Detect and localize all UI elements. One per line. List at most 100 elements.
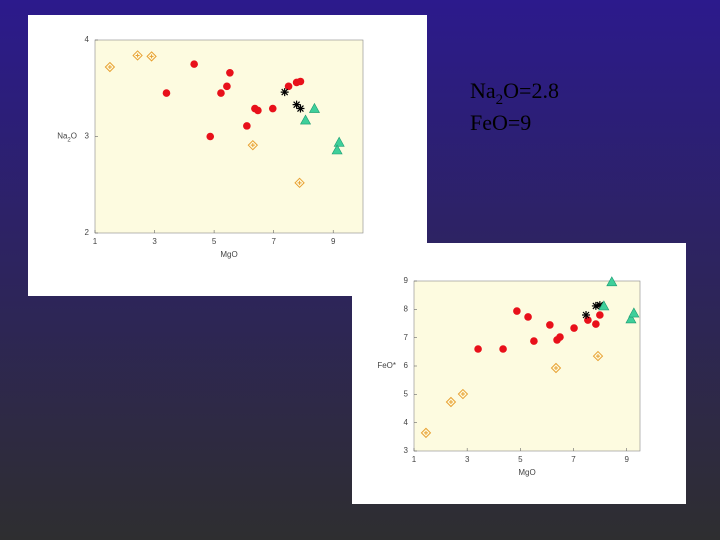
data-point [190, 60, 198, 68]
data-point [524, 313, 532, 321]
data-point [284, 82, 293, 91]
data-point [625, 313, 637, 324]
annotation-part: Na [470, 78, 496, 103]
triangle [625, 313, 637, 324]
data-point [206, 132, 215, 141]
star [591, 301, 600, 310]
plot-area [94, 39, 364, 234]
diamond [550, 362, 562, 374]
diamond [247, 139, 259, 151]
data-point [280, 88, 289, 97]
data-point [333, 136, 345, 147]
x-tick-label: 5 [212, 237, 217, 246]
data-point [420, 427, 432, 439]
y-axis-label: Na2O [57, 132, 77, 143]
data-point [226, 69, 234, 77]
dot [223, 82, 231, 91]
dot [556, 333, 564, 341]
y-axis-label-part: FeO* [377, 361, 396, 370]
data-point [474, 345, 482, 353]
data-point [445, 396, 457, 408]
x-tick-label: 9 [624, 455, 629, 464]
data-point [331, 144, 343, 155]
data-point [243, 122, 251, 130]
annotation-part: 2 [496, 92, 504, 108]
data-point [296, 104, 305, 113]
dot [284, 82, 293, 91]
data-point [223, 82, 231, 91]
x-tick-label: 3 [152, 237, 157, 246]
triangle [598, 300, 610, 311]
y-tick-label: 2 [85, 228, 90, 237]
x-axis-label: MgO [220, 250, 237, 259]
dot [474, 345, 482, 353]
diamond [132, 50, 143, 61]
data-point [550, 362, 562, 374]
triangle [331, 144, 343, 155]
dot [524, 313, 532, 321]
dot [190, 60, 198, 68]
data-point [530, 337, 538, 345]
dot [206, 132, 215, 141]
diamond [592, 350, 604, 362]
data-point [247, 139, 259, 151]
annotation: FeO=9 [470, 110, 531, 135]
data-point [268, 104, 277, 113]
y-tick-label: 6 [404, 361, 409, 370]
x-tick-label: 7 [571, 455, 576, 464]
data-point [628, 307, 640, 318]
data-point [457, 388, 469, 400]
triangle [333, 136, 345, 147]
y-axis-label: FeO* [377, 361, 396, 370]
dot [499, 345, 507, 353]
dot [226, 69, 234, 77]
triangle [606, 276, 618, 287]
x-tick-label: 1 [93, 237, 98, 246]
data-point [499, 345, 507, 353]
data-point [513, 307, 521, 315]
x-tick-label: 9 [331, 237, 336, 246]
star [280, 88, 289, 97]
dot [162, 89, 171, 97]
data-point [162, 89, 171, 97]
y-tick-label: 8 [404, 304, 409, 313]
y-tick-label: 3 [85, 132, 90, 141]
data-point [300, 114, 312, 125]
y-tick-label: 4 [85, 35, 90, 44]
star [582, 311, 591, 319]
data-point [592, 320, 600, 328]
dot [530, 337, 538, 345]
data-point [132, 50, 143, 61]
dot [513, 307, 521, 315]
x-tick-label: 1 [412, 455, 417, 464]
x-axis-label: MgO [518, 468, 535, 477]
diamond [457, 388, 469, 400]
diamond [445, 396, 457, 408]
data-point [104, 61, 116, 73]
dot [296, 77, 305, 86]
dot [268, 104, 277, 113]
dot [596, 311, 604, 319]
data-point [582, 311, 591, 319]
diamond [146, 51, 157, 62]
data-point [591, 301, 600, 310]
data-point [598, 300, 610, 311]
data-point [292, 100, 301, 109]
diamond [104, 61, 116, 73]
data-point [596, 311, 604, 319]
data-point [217, 89, 225, 97]
y-axis-label-part: O [71, 132, 77, 141]
dot [217, 89, 225, 97]
data-point [254, 106, 262, 115]
x-tick-label: 7 [271, 237, 276, 246]
triangle [308, 102, 320, 113]
annotation-part: O=2.8 [503, 78, 559, 103]
triangle [628, 307, 640, 318]
y-tick-label: 4 [404, 418, 409, 427]
data-point [296, 77, 305, 86]
y-tick-label: 7 [404, 333, 409, 342]
star [595, 301, 604, 310]
data-point [146, 51, 157, 62]
